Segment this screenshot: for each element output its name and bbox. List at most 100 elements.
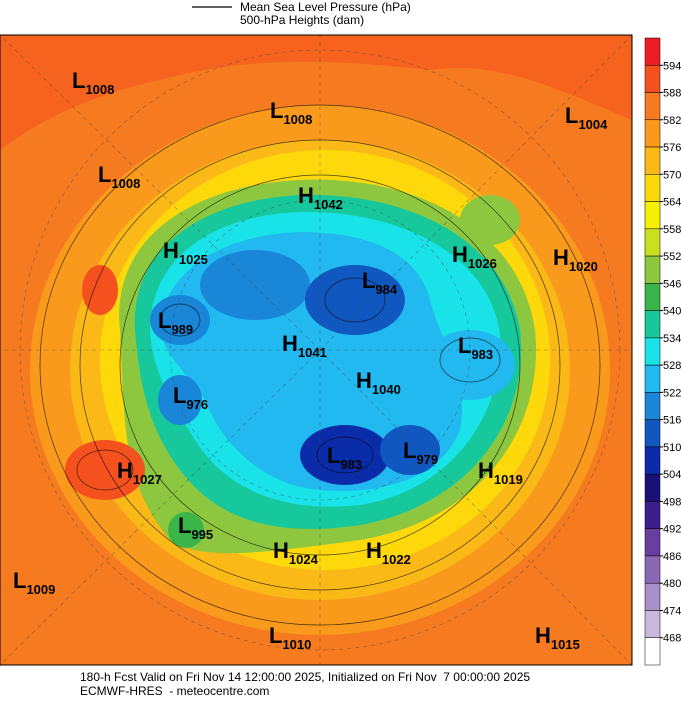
pressure-center: H1042: [298, 183, 343, 212]
center-kind: H: [298, 183, 314, 208]
center-kind: L: [72, 68, 85, 93]
colorbar-band: [644, 528, 661, 557]
center-pressure: 1015: [551, 637, 580, 652]
center-kind: L: [173, 383, 186, 408]
map-field: [0, 35, 632, 665]
colorbar-band: [644, 610, 661, 638]
pressure-center: L995: [178, 513, 213, 542]
pressure-center: H1025: [163, 238, 208, 267]
colorbar-label: 546: [663, 278, 681, 290]
pressure-center: L1008: [72, 68, 114, 97]
center-kind: H: [163, 238, 179, 263]
colorbar-band: [644, 446, 661, 475]
pressure-center: L1010: [269, 623, 311, 652]
center-kind: H: [356, 368, 372, 393]
colorbar-label: 558: [663, 224, 681, 236]
pressure-center: H1024: [273, 538, 319, 567]
colorbar-band: [644, 473, 661, 502]
center-kind: H: [535, 623, 551, 648]
colorbar-band: [644, 37, 661, 66]
pressure-center: H1015: [535, 623, 580, 652]
center-pressure: 1008: [111, 176, 140, 191]
colorbar: 594 588 582 576 570 564 558 552 546 540 534 528 522 5…: [644, 37, 681, 666]
colorbar-label: 564: [663, 197, 681, 209]
colorbar-band: [644, 201, 661, 230]
center-kind: L: [13, 568, 26, 593]
pressure-center: L984: [362, 268, 398, 297]
pressure-center: L1008: [270, 98, 312, 127]
colorbar-band: [644, 310, 661, 339]
colorbar-band: [644, 174, 661, 202]
colorbar-label: 534: [663, 333, 681, 345]
center-pressure: 1004: [578, 117, 608, 132]
colorbar-label: 474: [663, 605, 681, 617]
pressure-center: H1022: [366, 538, 411, 567]
center-pressure: 1025: [179, 252, 208, 267]
footer-text: ECMWF-HRES - meteocentre.com: [80, 684, 269, 698]
colorbar-band: [644, 146, 661, 175]
center-kind: L: [158, 308, 171, 333]
pressure-center: H1041: [282, 331, 327, 360]
center-kind: H: [478, 458, 494, 483]
colorbar-band: [644, 364, 661, 393]
colorbar-band: [644, 228, 661, 257]
center-kind: L: [362, 268, 375, 293]
colorbar-label: 570: [663, 169, 681, 181]
center-pressure: 976: [186, 397, 208, 412]
center-kind: L: [403, 438, 416, 463]
colorbar-label: 576: [663, 142, 681, 154]
colorbar-label: 510: [663, 442, 681, 454]
center-pressure: 984: [375, 282, 397, 297]
center-kind: H: [366, 538, 382, 563]
colorbar-label: 552: [663, 251, 681, 263]
colorbar-label: 594: [663, 60, 681, 72]
center-pressure: 1022: [382, 552, 411, 567]
colorbar-band: [644, 582, 661, 611]
pressure-center: L1008: [98, 162, 140, 191]
colorbar-band: [644, 555, 661, 584]
legend-text: Mean Sea Level Pressure (hPa): [240, 0, 411, 14]
colorbar-label: 498: [663, 496, 681, 508]
center-kind: H: [553, 245, 569, 270]
center-kind: L: [269, 623, 282, 648]
center-pressure: 995: [191, 527, 213, 542]
pressure-center: L1009: [13, 568, 55, 597]
colorbar-band: [644, 392, 661, 420]
colorbar-band: [644, 119, 661, 148]
center-pressure: 1009: [26, 582, 55, 597]
colorbar-label: 486: [663, 551, 681, 563]
center-kind: L: [458, 333, 471, 358]
pressure-center: H1026: [452, 242, 497, 271]
colorbar-label: 540: [663, 306, 681, 318]
center-pressure: 989: [171, 322, 193, 337]
pressure-center: L1004: [565, 103, 608, 132]
pressure-center: L979: [403, 438, 438, 467]
colorbar-label: 582: [663, 115, 681, 127]
pressure-center: L983: [458, 333, 493, 362]
colorbar-band: [644, 255, 661, 284]
pressure-center: L976: [173, 383, 208, 412]
center-kind: L: [270, 98, 283, 123]
center-pressure: 979: [416, 452, 438, 467]
center-pressure: 1041: [298, 345, 327, 360]
colorbar-label: 528: [663, 360, 681, 372]
colorbar-band: [644, 65, 661, 93]
colorbar-label: 516: [663, 415, 681, 427]
colorbar-band: [644, 92, 661, 121]
pressure-center: H1040: [356, 368, 401, 397]
center-pressure: 1010: [282, 637, 311, 652]
colorbar-label: 522: [663, 387, 681, 399]
pressure-center: H1019: [478, 458, 523, 487]
colorbar-label: 480: [663, 578, 681, 590]
center-pressure: 1026: [468, 256, 497, 271]
colorbar-band: [644, 419, 661, 448]
center-pressure: 1008: [85, 82, 114, 97]
colorbar-label: 504: [663, 469, 681, 481]
center-pressure: 1024: [289, 552, 319, 567]
center-kind: L: [565, 103, 578, 128]
legend-text: 500-hPa Heights (dam): [240, 13, 364, 27]
center-pressure: 983: [471, 347, 493, 362]
colorbar-label: 468: [663, 633, 681, 645]
